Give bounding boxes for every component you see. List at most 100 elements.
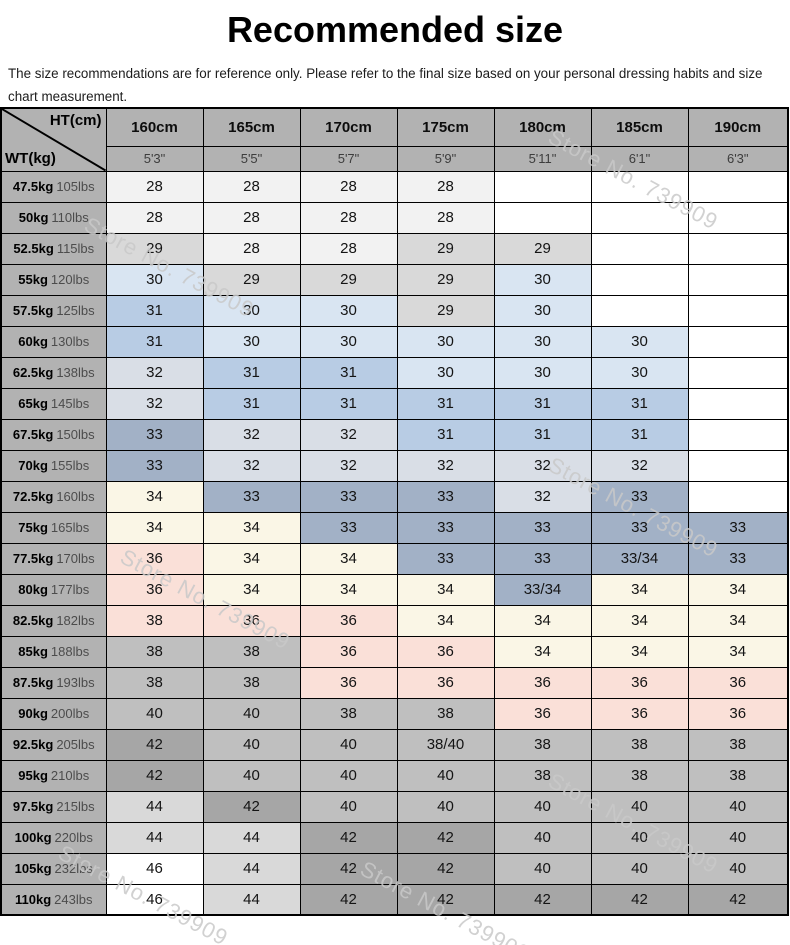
size-cell: 30 (396, 356, 495, 389)
size-cell: 38 (590, 728, 689, 761)
size-cell: 38 (687, 759, 789, 792)
size-cell: 33 (493, 542, 592, 575)
size-cell: 31 (299, 356, 398, 389)
size-cell: 42 (493, 883, 592, 916)
size-cell: 34 (687, 604, 789, 637)
size-cell: 40 (202, 759, 301, 792)
size-cell: 32 (396, 449, 495, 482)
table-row: 100kg 220lbs 44 44 42 42 40 40 40 (0, 821, 789, 854)
size-cell: 33 (396, 511, 495, 544)
weight-label: 77.5kg 170lbs (0, 542, 107, 575)
height-cm-header: 160cm (105, 107, 204, 147)
table-row: 65kg 145lbs 32 31 31 31 31 31 (0, 387, 789, 420)
size-cell: 42 (687, 883, 789, 916)
size-cell: 40 (299, 759, 398, 792)
height-ft-header: 5'5" (202, 145, 301, 172)
size-cell: 29 (105, 232, 204, 265)
weight-label: 52.5kg 115lbs (0, 232, 107, 265)
size-cell: 40 (590, 852, 689, 885)
size-cell: 31 (493, 387, 592, 420)
size-cell: 34 (396, 604, 495, 637)
size-cell: 44 (105, 821, 204, 854)
size-cell: 33/34 (590, 542, 689, 575)
size-cell: 42 (299, 852, 398, 885)
size-cell: 38 (396, 697, 495, 730)
weight-label: 105kg 232lbs (0, 852, 107, 885)
size-cell: 30 (396, 325, 495, 358)
weight-label: 90kg 200lbs (0, 697, 107, 730)
size-cell: 33 (493, 511, 592, 544)
size-cell: 34 (687, 573, 789, 606)
size-cell: 28 (299, 170, 398, 203)
height-ft-header: 5'9" (396, 145, 495, 172)
table-row: 90kg 200lbs 40 40 38 38 36 36 36 (0, 697, 789, 730)
size-cell: 42 (202, 790, 301, 823)
size-cell: 38 (590, 759, 689, 792)
size-cell: 42 (396, 852, 495, 885)
size-cell: 28 (396, 201, 495, 234)
size-cell: 44 (202, 821, 301, 854)
size-cell: 44 (202, 883, 301, 916)
size-cell: 40 (590, 821, 689, 854)
size-cell: 46 (105, 883, 204, 916)
size-cell: 32 (493, 480, 592, 513)
size-cell (590, 263, 689, 296)
height-ft-header: 5'3" (105, 145, 204, 172)
size-cell: 36 (590, 697, 689, 730)
size-cell: 40 (396, 759, 495, 792)
size-cell: 36 (590, 666, 689, 699)
size-cell: 31 (105, 325, 204, 358)
size-cell: 31 (202, 356, 301, 389)
size-cell (590, 232, 689, 265)
size-cell: 42 (299, 821, 398, 854)
size-cell: 42 (396, 821, 495, 854)
table-row: 55kg 120lbs 30 29 29 29 30 (0, 263, 789, 296)
size-cell (590, 201, 689, 234)
size-cell: 38 (105, 604, 204, 637)
disclaimer-text: The size recommendations are for referen… (8, 66, 763, 105)
size-table-body: 47.5kg 105lbs 28 28 28 28 50kg 110lbs 28 28 28 28 52… (0, 170, 789, 916)
height-ft-header: 6'1" (590, 145, 689, 172)
size-cell: 34 (299, 542, 398, 575)
weight-label: 87.5kg 193lbs (0, 666, 107, 699)
header-row-ft: 5'3" 5'5" 5'7" 5'9" 5'11" 6'1" 6'3" (1, 145, 789, 172)
size-cell: 33 (396, 542, 495, 575)
size-cell: 40 (202, 697, 301, 730)
size-cell: 40 (590, 790, 689, 823)
corner-height-label: HT(cm) (49, 112, 102, 129)
size-cell: 42 (105, 759, 204, 792)
size-cell: 42 (299, 883, 398, 916)
size-cell: 33 (590, 511, 689, 544)
size-cell: 42 (590, 883, 689, 916)
weight-label: 57.5kg 125lbs (0, 294, 107, 327)
size-cell: 28 (299, 201, 398, 234)
size-cell: 30 (202, 294, 301, 327)
size-cell: 34 (590, 573, 689, 606)
size-cell: 28 (105, 170, 204, 203)
table-row: 70kg 155lbs 33 32 32 32 32 32 (0, 449, 789, 482)
table-row: 75kg 165lbs 34 34 33 33 33 33 33 (0, 511, 789, 544)
size-cell (687, 449, 789, 482)
size-cell: 33/34 (493, 573, 592, 606)
size-cell (687, 480, 789, 513)
table-row: 72.5kg 160lbs 34 33 33 33 32 33 (0, 480, 789, 513)
table-row: 95kg 210lbs 42 40 40 40 38 38 38 (0, 759, 789, 792)
size-cell: 38 (493, 728, 592, 761)
table-row: 87.5kg 193lbs 38 38 36 36 36 36 36 (0, 666, 789, 699)
height-cm-header: 190cm (687, 107, 789, 147)
size-cell: 32 (590, 449, 689, 482)
table-row: 52.5kg 115lbs 29 28 28 29 29 (0, 232, 789, 265)
size-cell: 32 (202, 418, 301, 451)
table-row: 82.5kg 182lbs 38 36 36 34 34 34 34 (0, 604, 789, 637)
size-cell: 31 (105, 294, 204, 327)
size-cell: 38 (299, 697, 398, 730)
size-cell: 40 (105, 697, 204, 730)
size-cell: 40 (396, 790, 495, 823)
size-cell: 40 (687, 790, 789, 823)
size-cell: 42 (105, 728, 204, 761)
size-cell: 36 (299, 666, 398, 699)
size-cell: 34 (687, 635, 789, 668)
size-cell (687, 325, 789, 358)
size-cell: 28 (202, 232, 301, 265)
size-cell (590, 294, 689, 327)
